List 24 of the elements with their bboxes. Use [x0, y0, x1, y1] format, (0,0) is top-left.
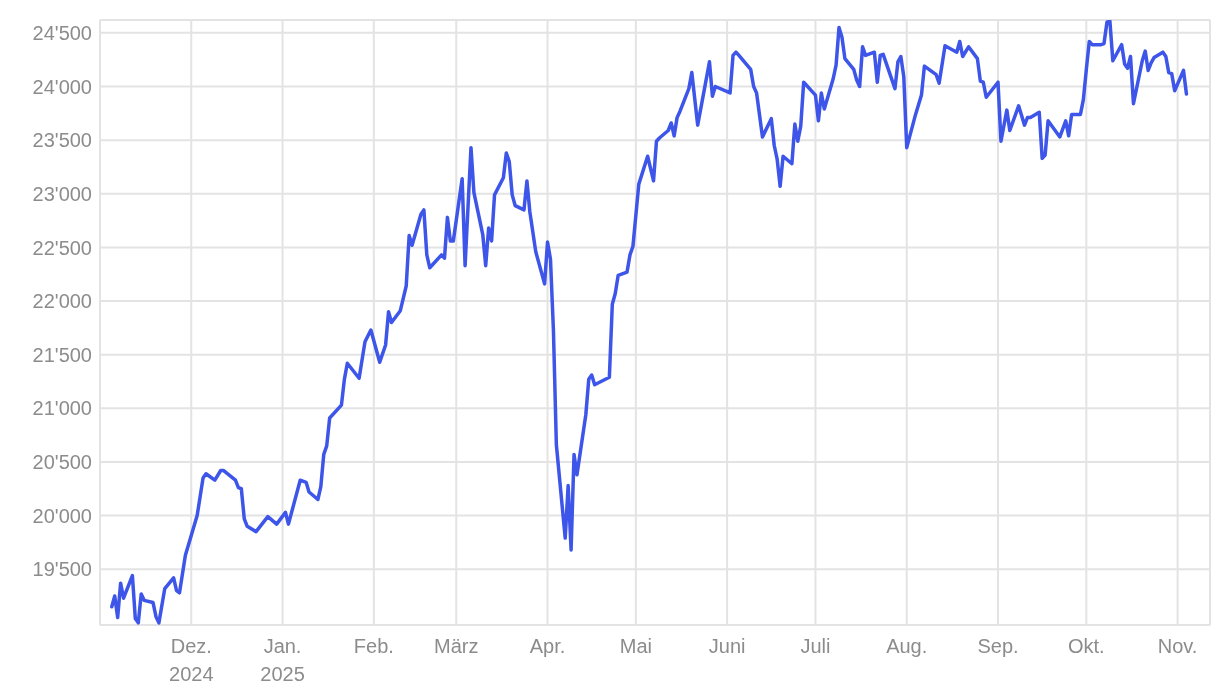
y-tick-label: 23'000	[32, 182, 92, 205]
x-tick-label: Apr.	[529, 635, 566, 657]
y-tick-label: 22'000	[32, 290, 92, 313]
y-tick-label: 21'500	[32, 343, 92, 366]
y-tick-label: 24'500	[32, 21, 92, 44]
line-series	[110, 20, 1189, 625]
y-tick-label: 23'500	[32, 129, 92, 152]
y-tick-label: 20'000	[32, 504, 92, 527]
y-tick-label: 24'000	[32, 75, 92, 98]
x-tick-label: Dez. 2024	[169, 635, 214, 685]
x-tick-label: Feb.	[353, 635, 394, 657]
y-tick-label: 22'500	[32, 236, 92, 259]
x-tick-label: Juni	[708, 635, 746, 657]
y-tick-label: 19'500	[32, 558, 92, 581]
y-tick-label: 21'000	[32, 397, 92, 420]
x-tick-label: Jan. 2025	[260, 635, 305, 685]
y-tick-label: 20'500	[32, 451, 92, 474]
x-tick-label: Sep.	[977, 635, 1019, 657]
x-tick-label: März	[434, 635, 479, 657]
x-tick-label: Juli	[800, 635, 831, 657]
x-tick-label: Mai	[619, 635, 652, 657]
x-tick-label: Nov.	[1157, 635, 1198, 657]
x-tick-label: Okt.	[1068, 635, 1105, 657]
x-tick-label: Aug.	[886, 635, 928, 657]
